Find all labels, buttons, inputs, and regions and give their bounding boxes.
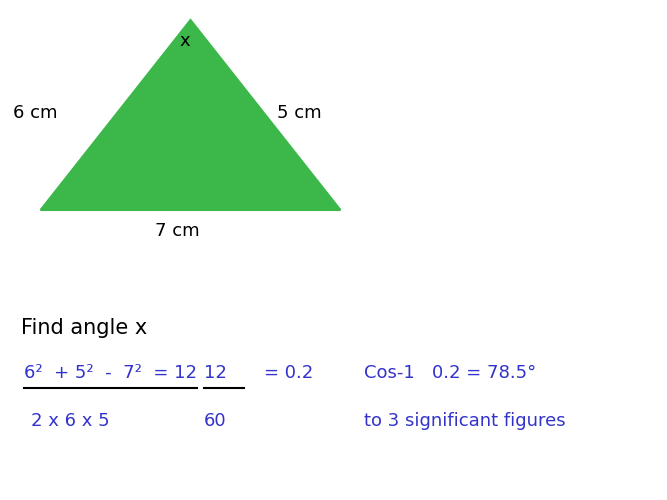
Text: Find angle x: Find angle x [21, 318, 147, 338]
Text: 6 cm: 6 cm [13, 104, 57, 122]
Text: 6²  + 5²  -  7²  = 12: 6² + 5² - 7² = 12 [24, 364, 197, 382]
Text: Cos-1   0.2 = 78.5°: Cos-1 0.2 = 78.5° [364, 364, 536, 382]
Text: 5 cm: 5 cm [277, 104, 321, 122]
Text: 2 x 6 x 5: 2 x 6 x 5 [31, 412, 109, 430]
Text: to 3 significant figures: to 3 significant figures [364, 412, 566, 430]
Text: 60: 60 [204, 412, 227, 430]
Text: 7 cm: 7 cm [155, 222, 199, 240]
Text: = 0.2: = 0.2 [264, 364, 313, 382]
Text: x: x [179, 32, 190, 50]
Text: 12: 12 [204, 364, 227, 382]
Polygon shape [41, 20, 340, 210]
